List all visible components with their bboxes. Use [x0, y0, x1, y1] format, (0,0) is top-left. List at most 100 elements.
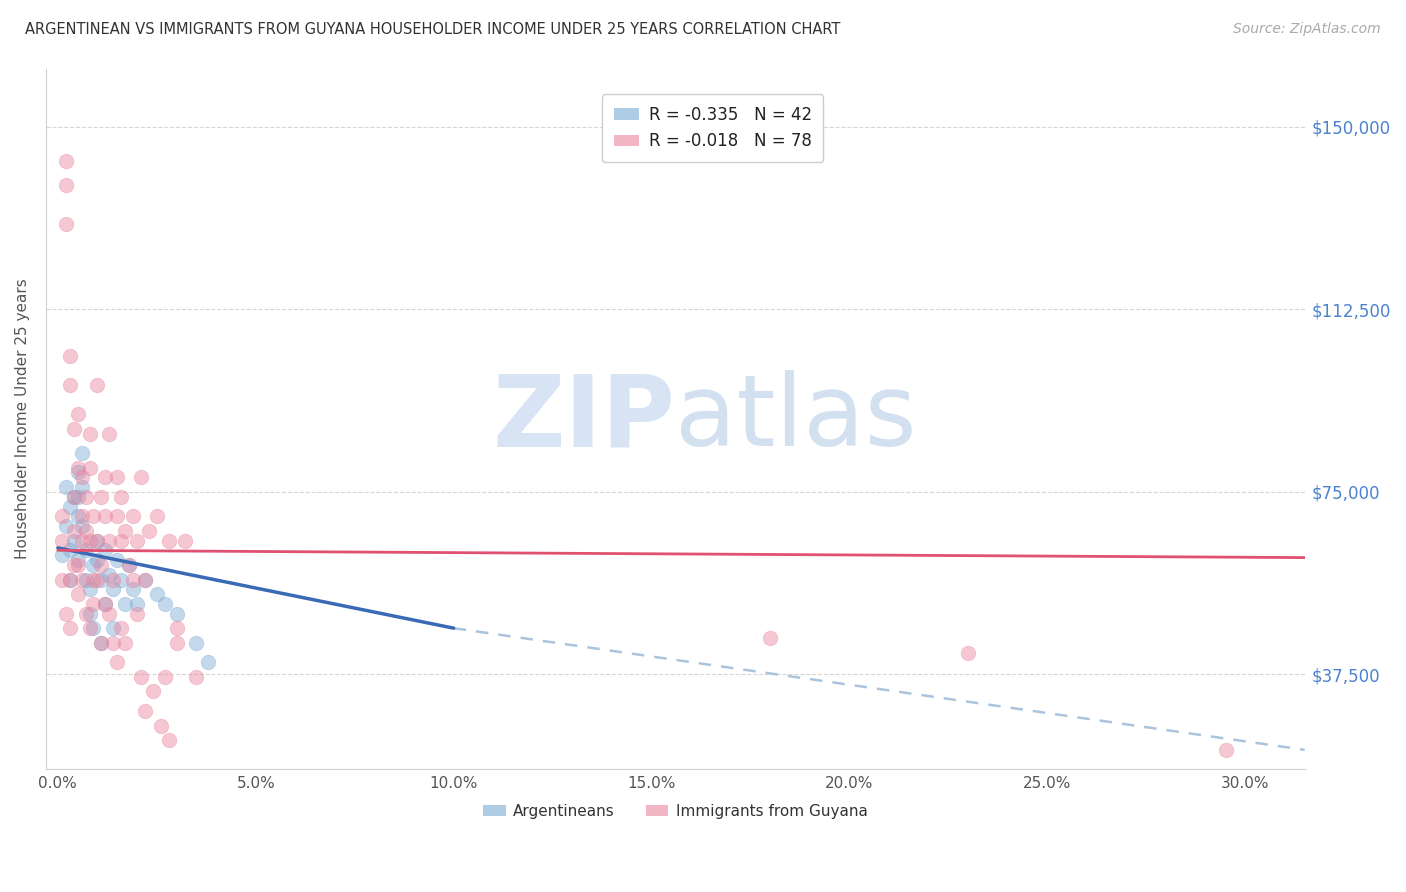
- Point: [98, 426, 121, 441]
- Point: [114, 597, 136, 611]
- Point: [957, 646, 980, 660]
- Point: [82, 509, 104, 524]
- Point: [79, 621, 101, 635]
- Point: [98, 607, 121, 621]
- Point: [59, 573, 82, 587]
- Text: atlas: atlas: [675, 370, 917, 467]
- Point: [59, 621, 82, 635]
- Point: [173, 533, 195, 548]
- Point: [62, 422, 84, 436]
- Point: [94, 470, 117, 484]
- Point: [62, 490, 84, 504]
- Point: [186, 636, 208, 650]
- Point: [157, 733, 180, 747]
- Point: [59, 543, 82, 558]
- Point: [55, 480, 77, 494]
- Point: [62, 558, 84, 572]
- Point: [79, 533, 101, 548]
- Point: [94, 543, 117, 558]
- Point: [103, 582, 125, 597]
- Point: [114, 636, 136, 650]
- Point: [103, 636, 125, 650]
- Point: [146, 587, 169, 601]
- Text: ZIP: ZIP: [492, 370, 675, 467]
- Point: [166, 621, 188, 635]
- Point: [122, 509, 145, 524]
- Point: [98, 533, 121, 548]
- Point: [70, 446, 93, 460]
- Point: [105, 470, 128, 484]
- Point: [66, 460, 89, 475]
- Point: [146, 509, 169, 524]
- Point: [70, 533, 93, 548]
- Point: [75, 490, 97, 504]
- Point: [51, 573, 73, 587]
- Point: [66, 558, 89, 572]
- Point: [86, 553, 108, 567]
- Point: [66, 553, 89, 567]
- Point: [153, 597, 176, 611]
- Text: ARGENTINEAN VS IMMIGRANTS FROM GUYANA HOUSEHOLDER INCOME UNDER 25 YEARS CORRELAT: ARGENTINEAN VS IMMIGRANTS FROM GUYANA HO…: [25, 22, 841, 37]
- Point: [197, 655, 219, 669]
- Point: [90, 490, 112, 504]
- Point: [105, 553, 128, 567]
- Point: [118, 558, 141, 572]
- Legend: Argentineans, Immigrants from Guyana: Argentineans, Immigrants from Guyana: [477, 797, 875, 825]
- Point: [142, 684, 165, 698]
- Point: [166, 636, 188, 650]
- Point: [51, 533, 73, 548]
- Point: [105, 655, 128, 669]
- Point: [55, 607, 77, 621]
- Point: [82, 573, 104, 587]
- Point: [166, 607, 188, 621]
- Point: [75, 543, 97, 558]
- Point: [59, 500, 82, 514]
- Point: [90, 636, 112, 650]
- Point: [62, 524, 84, 538]
- Point: [62, 490, 84, 504]
- Point: [79, 582, 101, 597]
- Point: [110, 573, 132, 587]
- Point: [82, 558, 104, 572]
- Point: [70, 480, 93, 494]
- Point: [75, 573, 97, 587]
- Point: [79, 460, 101, 475]
- Point: [138, 524, 160, 538]
- Point: [149, 718, 172, 732]
- Point: [90, 636, 112, 650]
- Point: [59, 349, 82, 363]
- Point: [55, 178, 77, 193]
- Point: [66, 509, 89, 524]
- Y-axis label: Householder Income Under 25 years: Householder Income Under 25 years: [15, 278, 30, 559]
- Point: [153, 670, 176, 684]
- Point: [94, 597, 117, 611]
- Point: [125, 533, 148, 548]
- Point: [98, 567, 121, 582]
- Point: [94, 597, 117, 611]
- Point: [79, 607, 101, 621]
- Point: [66, 490, 89, 504]
- Point: [103, 573, 125, 587]
- Point: [86, 573, 108, 587]
- Point: [86, 533, 108, 548]
- Point: [86, 533, 108, 548]
- Point: [94, 509, 117, 524]
- Point: [186, 670, 208, 684]
- Point: [134, 704, 156, 718]
- Point: [103, 621, 125, 635]
- Point: [105, 509, 128, 524]
- Point: [90, 558, 112, 572]
- Point: [82, 597, 104, 611]
- Point: [70, 519, 93, 533]
- Point: [51, 509, 73, 524]
- Point: [59, 377, 82, 392]
- Point: [134, 573, 156, 587]
- Point: [66, 587, 89, 601]
- Point: [122, 582, 145, 597]
- Point: [157, 533, 180, 548]
- Point: [51, 548, 73, 562]
- Text: Source: ZipAtlas.com: Source: ZipAtlas.com: [1233, 22, 1381, 37]
- Point: [70, 573, 93, 587]
- Point: [118, 558, 141, 572]
- Point: [75, 524, 97, 538]
